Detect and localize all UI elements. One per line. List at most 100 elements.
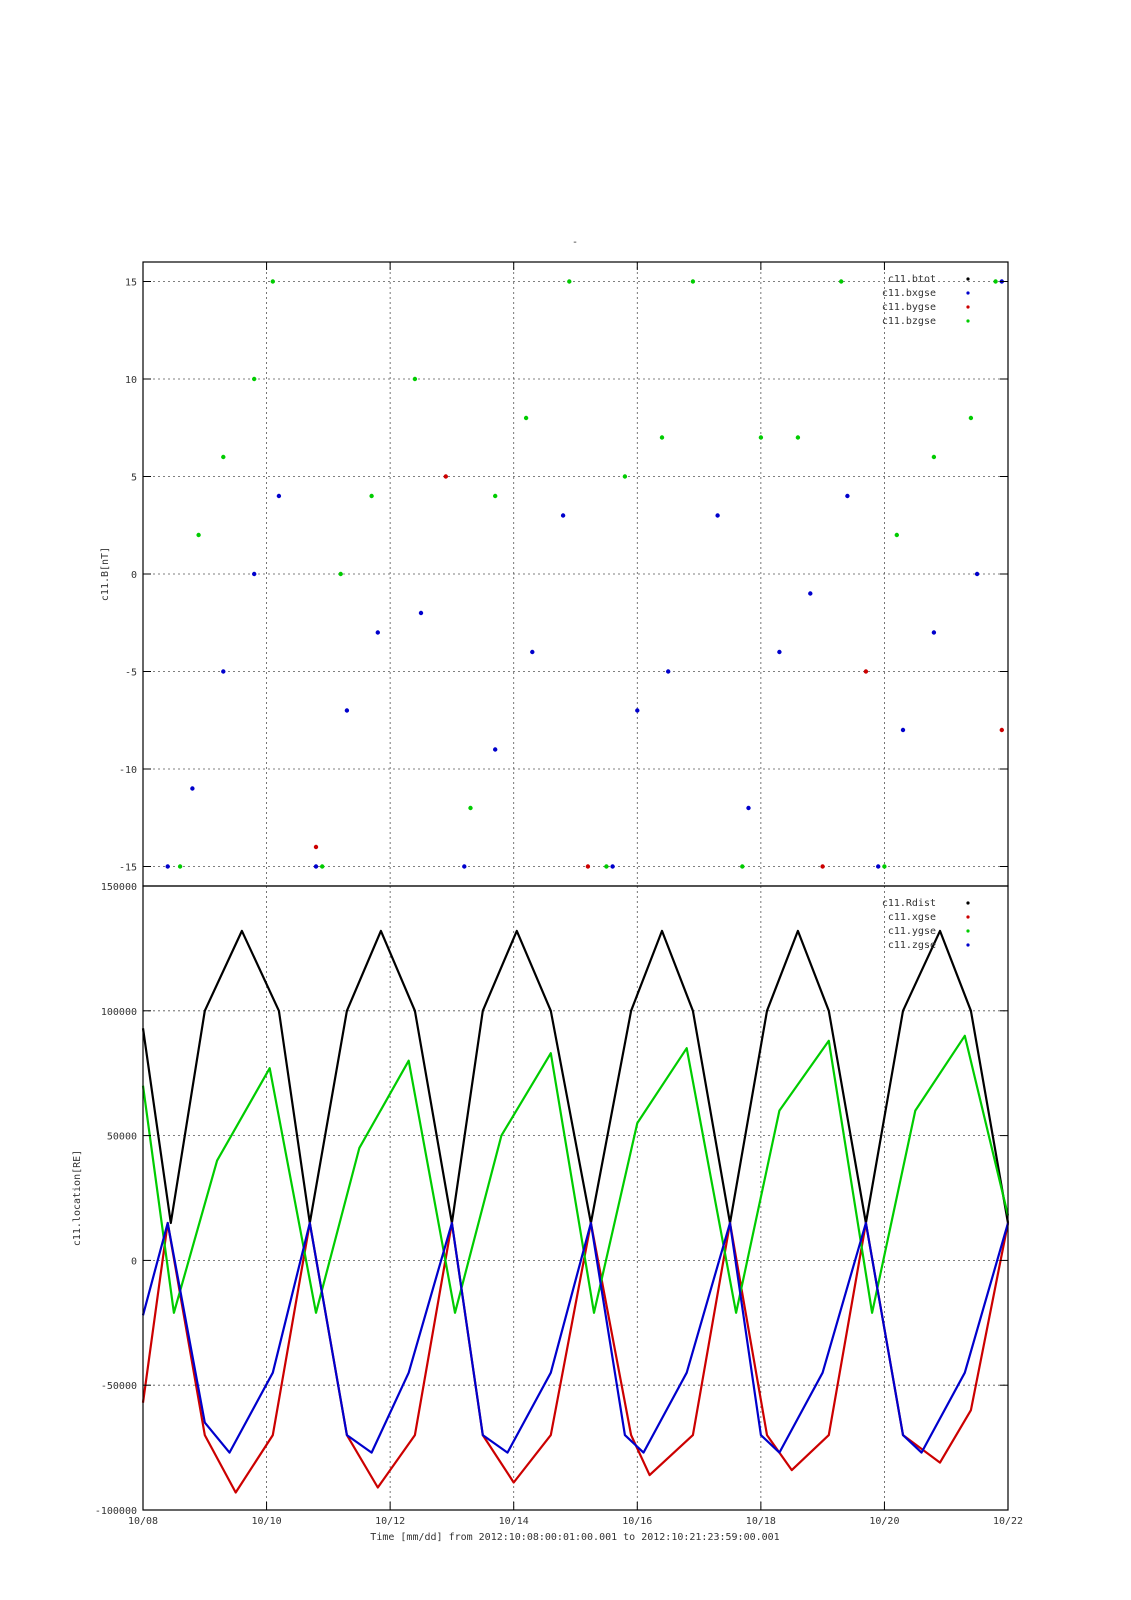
top-data-point — [659, 435, 665, 440]
top-data-point — [585, 864, 591, 869]
top-series-c11-bygse — [313, 474, 1004, 869]
bottom-series-line-c11-Rdist — [141, 929, 1010, 1225]
bottom-legend-label: c11.ygse — [888, 926, 936, 937]
top-y-tick-label: 10 — [125, 375, 137, 386]
bottom-y-tick-label: -50000 — [101, 1381, 137, 1392]
bottom-y-tick-label: -100000 — [95, 1506, 137, 1517]
top-data-point — [369, 493, 374, 499]
top-data-point — [344, 708, 350, 713]
top-data-point — [845, 493, 850, 499]
bottom-legend-marker — [966, 929, 970, 933]
top-data-point — [418, 610, 424, 616]
top-data-point — [604, 864, 609, 869]
top-data-point — [715, 513, 720, 518]
top-data-point — [746, 805, 751, 811]
bottom-legend: c11.Rdist c11.xgse c11.ygse c11.zgse — [882, 898, 970, 951]
top-data-point — [165, 864, 170, 869]
top-data-point — [666, 669, 671, 674]
top-data-point — [863, 669, 869, 674]
bottom-y-tick-label: 100000 — [101, 1007, 137, 1018]
x-tick-label: 10/16 — [622, 1516, 652, 1527]
x-tick-label: 10/14 — [499, 1516, 529, 1527]
top-data-point — [622, 474, 628, 479]
top-data-point — [999, 727, 1004, 733]
top-series-group — [165, 279, 1004, 869]
top-data-point — [468, 805, 473, 811]
top-gridlines — [142, 262, 1009, 886]
top-series-c11-bxgse — [165, 279, 1004, 869]
top-data-point — [530, 649, 535, 655]
bottom-y-tick-label: 150000 — [101, 882, 137, 893]
top-data-point — [876, 864, 881, 869]
bottom-y-ticks: 150000 100000 50000 0 -50000 -100000 — [95, 882, 1008, 1517]
top-data-point — [493, 747, 498, 752]
bottom-legend-marker — [966, 915, 970, 919]
top-legend-marker — [966, 291, 970, 295]
top-data-point — [839, 279, 844, 284]
x-tick-label: 10/12 — [375, 1516, 405, 1527]
top-data-point — [968, 415, 974, 421]
top-data-point — [276, 493, 282, 499]
x-tick-label: 10/22 — [993, 1516, 1023, 1527]
top-data-point — [270, 279, 275, 284]
top-data-point — [882, 864, 887, 869]
top-data-point — [560, 513, 566, 518]
top-legend: c11.btot c11.bxgse c11.bygse c11.bzgse — [882, 274, 970, 327]
bottom-series-group — [141, 929, 1010, 1494]
x-ticks: 10/08 10/10 10/12 10/14 10/16 10/18 10/20 10/22 — [128, 262, 1023, 1527]
top-legend-marker — [966, 277, 970, 281]
bottom-series-line-c11-xgse — [141, 1221, 1010, 1494]
top-data-point — [462, 864, 467, 869]
top-data-point — [196, 532, 201, 538]
top-data-point — [177, 864, 183, 869]
top-y-ticks: 15 10 5 0 -5 -10 -15 — [119, 278, 1008, 874]
bottom-plot-frame — [142, 885, 1009, 1511]
bottom-legend-marker — [966, 901, 970, 905]
top-data-point — [931, 454, 937, 460]
top-data-point — [375, 630, 380, 635]
top-data-point — [313, 844, 319, 850]
top-legend-marker — [966, 319, 970, 323]
x-tick-label: 10/20 — [869, 1516, 899, 1527]
top-data-point — [252, 376, 257, 382]
bottom-legend-marker — [966, 943, 970, 947]
top-legend-label: c11.btot — [888, 274, 936, 285]
x-tick-label: 10/18 — [746, 1516, 776, 1527]
chart-title: - — [572, 237, 578, 248]
bottom-legend-label: c11.zgse — [888, 940, 936, 951]
top-data-point — [190, 786, 195, 791]
top-data-point — [493, 493, 498, 499]
top-series-c11-bzgse — [177, 279, 998, 869]
top-y-tick-label: 15 — [125, 278, 137, 289]
bottom-panel: 150000 100000 50000 0 -50000 -100000 c11.loca… — [72, 882, 1010, 1517]
top-data-point — [610, 864, 615, 869]
bottom-y-axis-label: c11.location[RE] — [72, 1150, 83, 1246]
top-data-point — [777, 649, 782, 655]
top-legend-label: c11.bygse — [882, 302, 936, 313]
x-tick-label: 10/10 — [252, 1516, 282, 1527]
top-data-point — [894, 532, 899, 538]
top-data-point — [320, 864, 325, 869]
top-data-point — [567, 279, 572, 284]
top-data-point — [221, 669, 226, 674]
top-y-tick-label: 0 — [131, 570, 137, 581]
top-data-point — [690, 279, 696, 284]
top-data-point — [993, 279, 998, 284]
top-data-point — [635, 708, 640, 713]
top-y-tick-label: -5 — [125, 668, 137, 679]
top-data-point — [758, 435, 764, 440]
top-y-tick-label: -10 — [119, 765, 137, 776]
top-data-point — [523, 415, 529, 421]
top-data-point — [931, 630, 937, 635]
bottom-legend-label: c11.xgse — [888, 912, 936, 923]
bottom-series-line-c11-zgse — [141, 1221, 1010, 1454]
top-panel: 15 10 5 0 -5 -10 -15 c11.B[nT] c11.btot c11.bxg… — [100, 261, 1009, 887]
top-data-point — [900, 727, 906, 733]
top-data-point — [252, 571, 257, 577]
top-data-point — [221, 454, 226, 460]
bottom-series-line-c11-ygse — [141, 1034, 1010, 1314]
top-data-point — [820, 864, 825, 869]
x-axis-label: Time [mm/dd] from 2012:10:08:00:01:00.00… — [370, 1532, 779, 1543]
top-data-point — [313, 864, 319, 869]
